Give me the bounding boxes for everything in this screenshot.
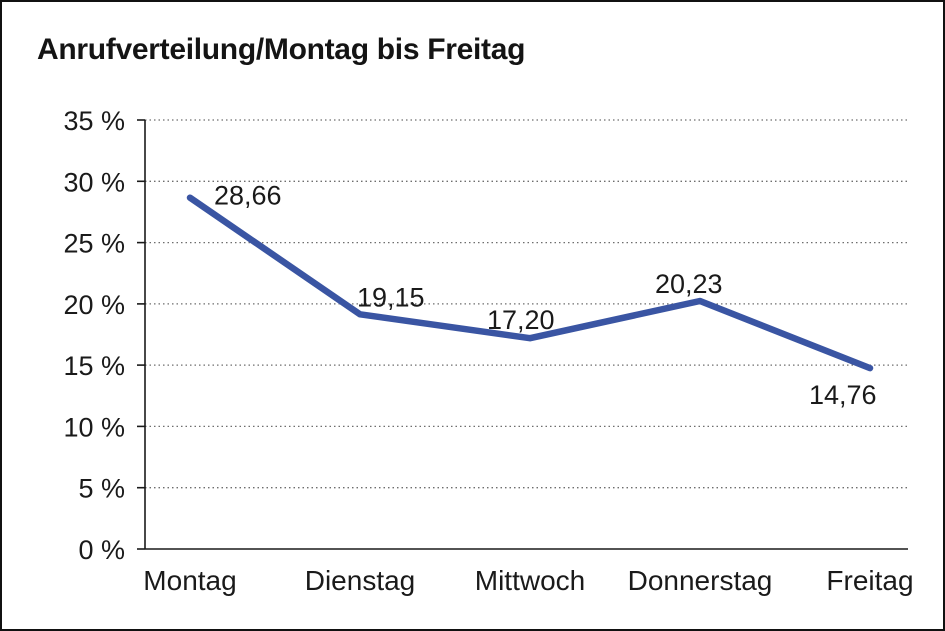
x-category-label: Mittwoch xyxy=(475,565,585,596)
data-point-label: 20,23 xyxy=(655,269,723,299)
y-tick-label: 0 % xyxy=(78,535,125,565)
x-category-label: Dienstag xyxy=(305,565,416,596)
y-tick-label: 15 % xyxy=(63,351,125,381)
y-tick-label: 20 % xyxy=(63,290,125,320)
data-point-label: 17,20 xyxy=(487,305,555,335)
chart-title: Anrufverteilung/Montag bis Freitag xyxy=(37,33,526,66)
y-tick-label: 25 % xyxy=(63,229,125,259)
y-tick-label: 10 % xyxy=(63,412,125,442)
y-tick-label: 35 % xyxy=(63,106,125,136)
data-point-label: 28,66 xyxy=(214,181,282,211)
x-category-label: Montag xyxy=(143,565,236,596)
x-category-label: Donnerstag xyxy=(628,565,773,596)
data-line-series xyxy=(186,194,874,372)
x-category-label: Freitag xyxy=(826,565,913,596)
y-tick-label: 5 % xyxy=(78,474,125,504)
data-point-label: 14,76 xyxy=(809,380,877,410)
data-point-label: 19,15 xyxy=(357,282,425,312)
y-tick-label: 30 % xyxy=(63,167,125,197)
